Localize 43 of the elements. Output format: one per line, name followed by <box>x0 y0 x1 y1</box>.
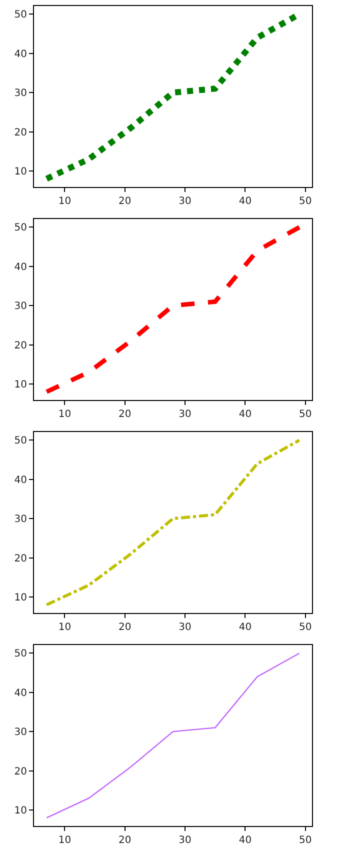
y-tick-label: 50 <box>14 436 27 447</box>
x-tick-label: 40 <box>238 622 252 633</box>
x-tick-label: 30 <box>178 196 192 207</box>
line-series <box>44 224 302 394</box>
y-tick-label: 10 <box>14 805 27 816</box>
x-tick-label: 20 <box>118 409 132 420</box>
x-tick-label: 50 <box>299 409 312 420</box>
y-tick-label: 30 <box>14 88 27 100</box>
y-tick-label: 50 <box>14 648 27 660</box>
y-tick-label: 50 <box>14 10 27 21</box>
x-tick-label: 40 <box>238 835 252 846</box>
line-series <box>45 438 301 606</box>
x-tick-label: 10 <box>58 835 72 846</box>
x-tick-label: 30 <box>178 835 192 846</box>
y-tick-label: 20 <box>14 340 27 352</box>
y-tick-label: 40 <box>14 48 27 60</box>
x-tick-label: 20 <box>118 196 132 207</box>
x-tick-label: 40 <box>238 196 252 207</box>
x-tick-label: 10 <box>58 622 72 633</box>
x-tick-label: 20 <box>118 835 132 846</box>
x-tick-label: 20 <box>118 622 132 633</box>
y-tick-label: 30 <box>14 727 27 738</box>
x-tick-label: 50 <box>299 196 312 207</box>
y-tick-label: 30 <box>14 514 27 526</box>
y-tick-label: 10 <box>14 379 27 390</box>
x-tick-label: 30 <box>178 409 192 420</box>
y-tick-label: 30 <box>14 301 27 312</box>
y-tick-label: 10 <box>14 166 27 178</box>
y-tick-label: 40 <box>14 688 27 699</box>
y-tick-label: 40 <box>14 474 27 486</box>
y-tick-label: 20 <box>14 127 27 138</box>
y-tick-label: 40 <box>14 262 27 273</box>
y-tick-label: 20 <box>14 553 27 564</box>
x-tick-label: 30 <box>178 622 192 633</box>
x-tick-label: 10 <box>58 409 72 420</box>
x-tick-label: 50 <box>299 622 312 633</box>
x-tick-label: 40 <box>238 409 252 420</box>
x-tick-label: 10 <box>58 196 72 207</box>
line-series <box>46 652 300 818</box>
y-tick-label: 20 <box>14 766 27 778</box>
x-tick-label: 50 <box>299 835 312 846</box>
y-tick-label: 50 <box>14 222 27 234</box>
y-tick-label: 10 <box>14 592 27 604</box>
